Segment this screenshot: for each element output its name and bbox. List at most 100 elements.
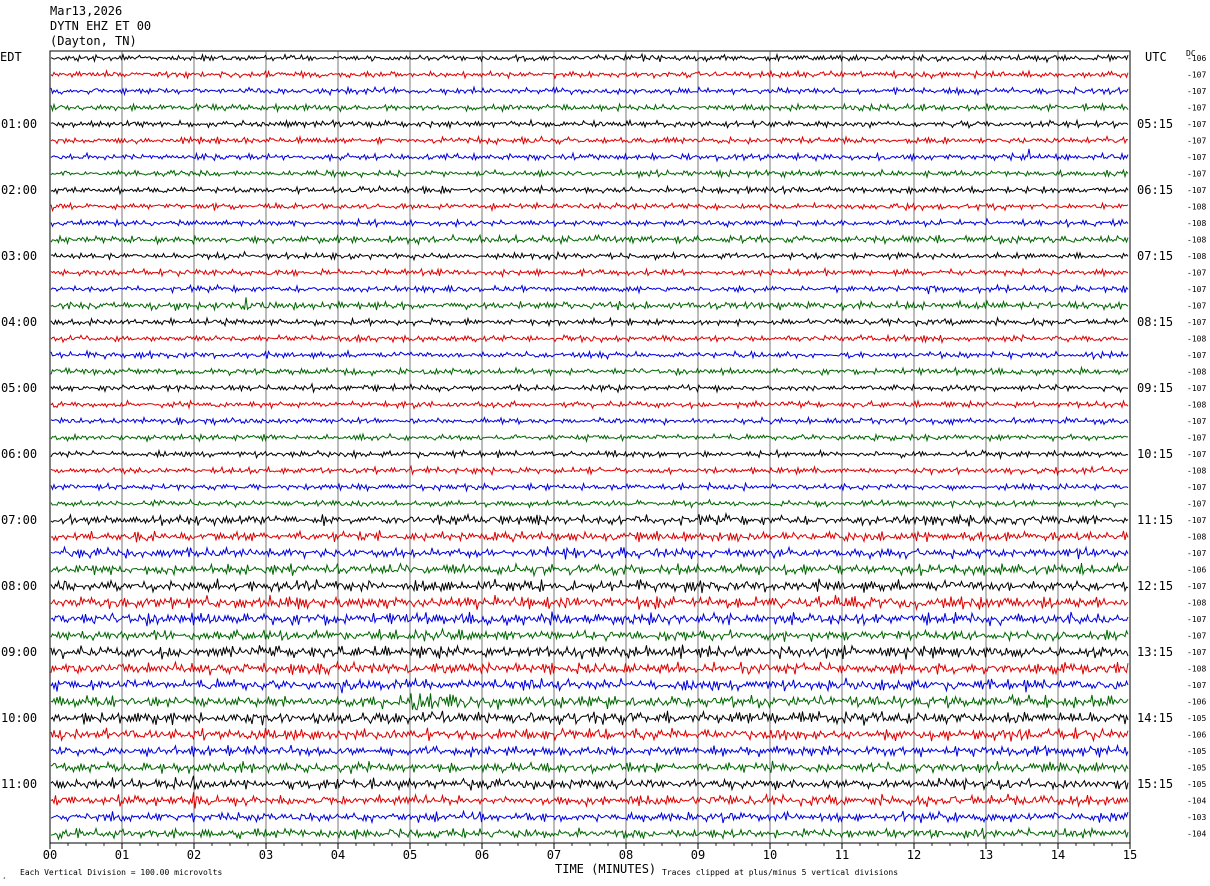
- dc-offset-label: -108: [1187, 368, 1206, 377]
- dc-offset-label: -106: [1187, 566, 1206, 575]
- dc-offset-label: -103: [1187, 813, 1206, 822]
- dc-offset-label: -107: [1187, 186, 1206, 195]
- left-time-label: 01:00: [1, 117, 37, 131]
- dc-offset-label: -105: [1187, 747, 1206, 756]
- x-tick-label: 09: [691, 848, 705, 862]
- dc-offset-label: -108: [1187, 467, 1206, 476]
- x-tick-label: 01: [115, 848, 129, 862]
- seismic-trace: [50, 68, 1129, 80]
- seismic-trace: [50, 266, 1129, 279]
- right-time-label: 07:15: [1137, 249, 1173, 263]
- right-time-label: 09:15: [1137, 381, 1173, 395]
- seismic-trace: [50, 809, 1129, 825]
- dc-offset-label: -108: [1187, 401, 1206, 410]
- dc-offset-label: -107: [1187, 615, 1206, 624]
- x-tick-label: 03: [259, 848, 273, 862]
- seismic-trace: [50, 709, 1129, 726]
- seismic-trace: [50, 511, 1129, 528]
- dc-offset-label: -107: [1187, 170, 1206, 179]
- right-time-label: 06:15: [1137, 183, 1173, 197]
- seismic-trace: [50, 727, 1129, 743]
- seismic-trace: [50, 529, 1129, 543]
- dc-offset-label: -108: [1187, 335, 1206, 344]
- seismic-trace: [50, 148, 1129, 163]
- dc-offset-label: -108: [1187, 252, 1206, 261]
- seismic-trace: [50, 365, 1129, 378]
- right-time-label: 10:15: [1137, 447, 1173, 461]
- right-time-label: 12:15: [1137, 579, 1173, 593]
- dc-offset-label: -108: [1187, 533, 1206, 542]
- seismic-trace: [50, 677, 1129, 694]
- dc-offset-label: -107: [1187, 269, 1206, 278]
- dc-offset-label: -107: [1187, 318, 1206, 327]
- seismic-trace: [50, 201, 1129, 213]
- x-tick-label: 11: [835, 848, 849, 862]
- seismic-trace: [50, 498, 1129, 509]
- left-time-label: 11:00: [1, 777, 37, 791]
- seismic-trace: [50, 85, 1129, 97]
- dc-offset-label: -107: [1187, 351, 1206, 360]
- x-tick-label: 10: [763, 848, 777, 862]
- dc-offset-label: -104: [1187, 797, 1206, 806]
- seismic-trace: [50, 775, 1129, 792]
- left-time-label: 06:00: [1, 447, 37, 461]
- x-tick-label: 12: [907, 848, 921, 862]
- plot-frame: [49, 50, 1131, 844]
- x-tick-label: 08: [619, 848, 633, 862]
- dc-offset-label: -107: [1187, 87, 1206, 96]
- dc-offset-label: -107: [1187, 71, 1206, 80]
- seismic-trace: [50, 316, 1129, 328]
- x-tick-label: 04: [331, 848, 345, 862]
- dc-offset-header: DC: [1186, 49, 1196, 58]
- seismic-trace: [50, 250, 1129, 262]
- seismic-trace: [50, 627, 1129, 643]
- dc-offset-label: -107: [1187, 681, 1206, 690]
- seismic-trace: [50, 168, 1129, 180]
- left-timezone-label: EDT: [0, 50, 22, 64]
- seismic-trace: [50, 134, 1129, 146]
- right-time-label: 11:15: [1137, 513, 1173, 527]
- seismic-trace: [50, 297, 1129, 312]
- dc-offset-label: -107: [1187, 549, 1206, 558]
- dc-offset-label: -108: [1187, 236, 1206, 245]
- dc-offset-label: -107: [1187, 137, 1206, 146]
- seismic-trace: [50, 217, 1129, 229]
- left-time-label: 04:00: [1, 315, 37, 329]
- dc-offset-label: -107: [1187, 516, 1206, 525]
- seismic-trace: [50, 118, 1129, 130]
- dc-offset-label: -107: [1187, 648, 1206, 657]
- dc-offset-label: -107: [1187, 104, 1206, 113]
- seismic-trace: [50, 644, 1129, 660]
- dc-offset-label: -105: [1187, 714, 1206, 723]
- seismic-trace: [50, 578, 1129, 594]
- seismic-trace: [50, 464, 1129, 477]
- plot-date: Mar13,2026: [50, 4, 123, 18]
- x-tick-label: 02: [187, 848, 201, 862]
- dc-offset-label: -105: [1187, 780, 1206, 789]
- dc-offset-label: -106: [1187, 731, 1206, 740]
- x-tick-label: 13: [979, 848, 993, 862]
- seismic-trace: [50, 693, 1129, 711]
- seismic-trace: [50, 545, 1129, 561]
- seismic-trace: [50, 826, 1129, 841]
- dc-offset-label: -107: [1187, 450, 1206, 459]
- dc-offset-label: -107: [1187, 500, 1206, 509]
- x-tick-label: 05: [403, 848, 417, 862]
- dc-offset-label: -107: [1187, 632, 1206, 641]
- seismic-trace: [50, 233, 1129, 246]
- dc-offset-label: -107: [1187, 434, 1206, 443]
- corner-mark: ¸: [2, 870, 7, 879]
- dc-offset-label: -104: [1187, 830, 1206, 839]
- dc-offset-label: -107: [1187, 153, 1206, 162]
- station-code: DYTN EHZ ET 00: [50, 19, 152, 33]
- dc-offset-label: -107: [1187, 582, 1206, 591]
- x-axis-title: TIME (MINUTES): [555, 862, 657, 876]
- x-tick-label: 07: [547, 848, 561, 862]
- seismic-trace: [50, 283, 1129, 295]
- seismic-trace: [50, 594, 1129, 612]
- x-tick-label: 00: [43, 848, 57, 862]
- station-location: (Dayton, TN): [50, 34, 137, 48]
- dc-offset-label: -107: [1187, 384, 1206, 393]
- dc-offset-label: -108: [1187, 219, 1206, 228]
- left-time-label: 09:00: [1, 645, 37, 659]
